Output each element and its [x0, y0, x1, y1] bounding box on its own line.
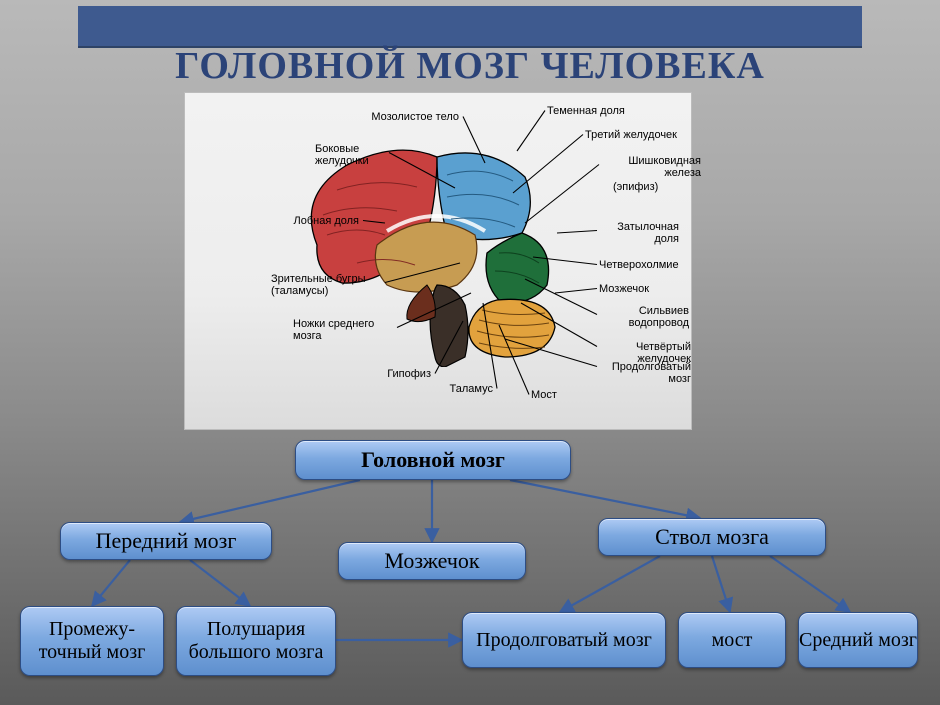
- figure-label: Мост: [531, 389, 557, 401]
- figure-label: Мозжечок: [599, 283, 649, 295]
- figure-label: Продолговатый мозг: [599, 361, 691, 385]
- figure-label: Сильвиев водопровод: [599, 305, 689, 329]
- figure-label: Третий желудочек: [585, 129, 677, 141]
- slide-title: ГОЛОВНОЙ МОЗГ ЧЕЛОВЕКА: [0, 44, 940, 88]
- figure-label: (эпифиз): [613, 181, 658, 193]
- flowchart: Головной мозг Передний мозг Мозжечок Ствол …: [0, 440, 940, 700]
- brain-figure: Мозолистое тело Боковые желудочки Лобная д…: [184, 92, 692, 430]
- figure-label: Мозолистое тело: [371, 111, 459, 123]
- node-root: Головной мозг: [295, 440, 571, 480]
- node-pons: мост: [678, 612, 786, 668]
- figure-label: Теменная доля: [547, 105, 625, 117]
- figure-label: Затылочная доля: [599, 221, 679, 245]
- figure-label: Четверохолмие: [599, 259, 679, 271]
- node-hemis: Полушария большого мозга: [176, 606, 336, 676]
- figure-label: Шишковидная железа: [601, 155, 701, 179]
- figure-label: Ножки среднего мозга: [293, 318, 393, 342]
- figure-label: Гипофиз: [387, 368, 431, 380]
- figure-label: Зрительные бугры (таламусы): [271, 273, 381, 297]
- node-trunk: Ствол мозга: [598, 518, 826, 556]
- figure-label: Лобная доля: [293, 215, 359, 227]
- node-inter: Промежу-точный мозг: [20, 606, 164, 676]
- node-mid: Средний мозг: [798, 612, 918, 668]
- figure-label: Таламус: [450, 383, 493, 395]
- node-medul: Продолговатый мозг: [462, 612, 666, 668]
- node-cereb: Мозжечок: [338, 542, 526, 580]
- title-band: [78, 6, 862, 48]
- node-front: Передний мозг: [60, 522, 272, 560]
- figure-label: Боковые желудочки: [315, 143, 385, 167]
